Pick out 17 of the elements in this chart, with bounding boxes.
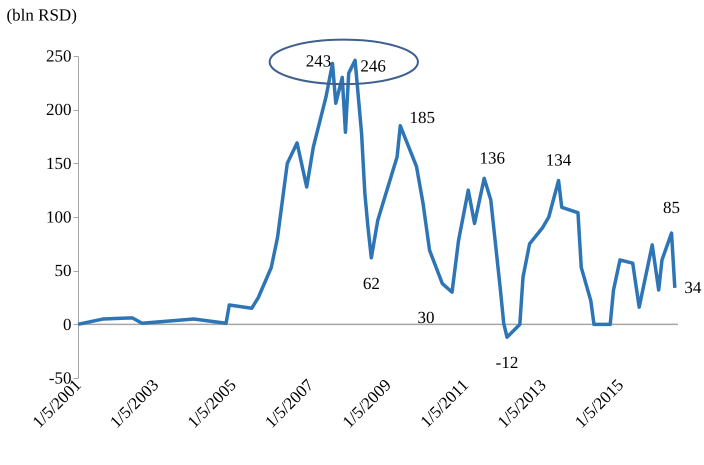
y-tick-label: 250 — [46, 46, 72, 66]
annotation: -12 — [496, 353, 518, 372]
annotation: 243 — [306, 52, 332, 71]
annotation: 30 — [418, 308, 435, 328]
y-tick-label: 0 — [63, 314, 72, 334]
annotation: 136 — [479, 148, 505, 168]
annotation: 85 — [663, 198, 680, 218]
annotation: 185 — [410, 108, 436, 127]
annotation: 246 — [360, 56, 386, 76]
annotation: 34 — [684, 278, 702, 297]
y-tick-label: 150 — [46, 154, 72, 173]
y-tick-label: 200 — [46, 100, 72, 120]
y-tick-label: 50 — [54, 261, 72, 280]
annotation: 134 — [546, 150, 572, 170]
y-tick-label: 100 — [46, 208, 72, 226]
annotation: 62 — [362, 274, 380, 293]
y-axis-title: (bln RSD) — [6, 6, 77, 24]
